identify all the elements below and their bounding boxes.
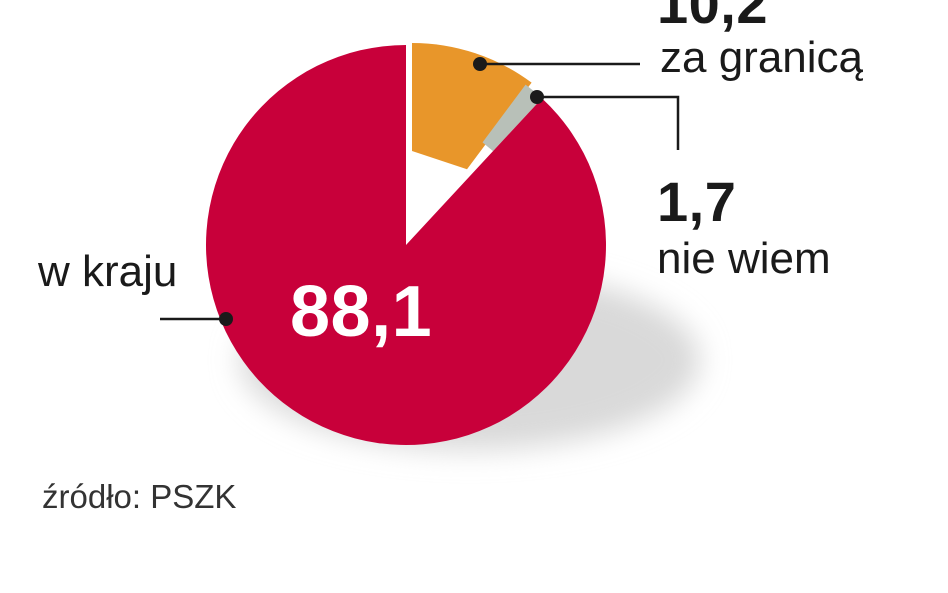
leader-dot-w-kraju bbox=[219, 312, 233, 326]
leader-dot-za-granica bbox=[473, 57, 487, 71]
source-note: źródło: PSZK bbox=[42, 478, 237, 515]
slice-label-nie-wiem: nie wiem bbox=[657, 234, 831, 283]
slice-value-w-kraju: 88,1 bbox=[290, 272, 433, 352]
leader-lines bbox=[160, 57, 680, 326]
leader-dot-nie-wiem bbox=[530, 90, 544, 104]
slice-value-za-granica: 10,2 bbox=[657, 0, 768, 35]
slice-value-nie-wiem: 1,7 bbox=[657, 170, 737, 233]
slice-label-w-kraju: w kraju bbox=[38, 247, 178, 296]
pie-slices bbox=[205, 43, 606, 445]
slice-label-za-granica: za granicą bbox=[660, 33, 864, 82]
pie-slice-za-granicą bbox=[412, 43, 532, 170]
pie-slice-nie-wiem bbox=[482, 84, 542, 152]
pie-slice-w-kraju bbox=[205, 45, 606, 445]
leader-line-nie-wiem bbox=[537, 95, 680, 150]
